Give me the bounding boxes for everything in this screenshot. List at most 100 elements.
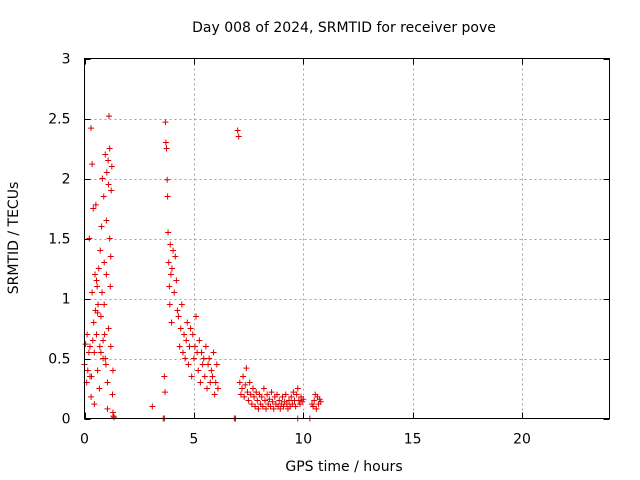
data-point (295, 397, 302, 404)
data-point (264, 391, 271, 398)
data-point (108, 163, 115, 170)
data-point (164, 176, 171, 183)
data-point (246, 379, 253, 386)
data-point (98, 223, 105, 230)
data-point (101, 301, 108, 308)
data-point (88, 393, 95, 400)
data-point (170, 247, 177, 254)
data-point (162, 119, 169, 126)
data-point (167, 271, 174, 278)
data-point (92, 271, 98, 278)
data-point (84, 367, 91, 374)
data-point (84, 331, 91, 338)
data-point (85, 349, 92, 356)
x-tick-label: 15 (404, 432, 422, 448)
data-point (105, 325, 112, 332)
data-point (260, 385, 267, 392)
data-point (237, 391, 244, 398)
data-point (95, 301, 102, 308)
data-point (91, 401, 98, 408)
data-point (167, 241, 174, 248)
data-point (244, 389, 251, 396)
data-point (102, 151, 109, 158)
data-point (214, 385, 221, 392)
x-tick-label: 5 (189, 432, 198, 448)
data-point (169, 265, 175, 272)
y-tick-label: 3 (62, 52, 71, 68)
data-point (209, 373, 216, 380)
data-point (162, 139, 169, 146)
data-point (96, 343, 103, 350)
data-point (274, 391, 280, 398)
data-point (107, 253, 114, 260)
data-point (95, 265, 102, 272)
data-point (198, 349, 205, 356)
data-point (187, 325, 194, 332)
data-point (290, 389, 297, 396)
y-ticks: 0 0.5 1 1.5 2 2.5 3 (48, 52, 610, 428)
data-point (199, 361, 206, 368)
chart-title: Day 008 of 2024, SRMTID for receiver pov… (192, 20, 496, 36)
grid (84, 58, 610, 419)
data-point (213, 361, 220, 368)
y-tick-label: 0.5 (48, 352, 70, 368)
data-point (258, 393, 265, 400)
data-point (292, 403, 299, 410)
data-point (88, 125, 95, 132)
data-point (277, 405, 284, 412)
data-point (252, 403, 259, 410)
data-point (103, 271, 110, 278)
data-point (90, 319, 97, 326)
data-point (105, 181, 112, 188)
data-point (99, 289, 105, 296)
data-point (248, 401, 255, 408)
data-point (188, 373, 195, 380)
data-point (91, 349, 98, 356)
data-point (86, 235, 93, 242)
data-point (101, 331, 108, 338)
data-point (195, 367, 202, 374)
data-point (86, 373, 93, 380)
data-point (100, 337, 107, 344)
data-point (311, 397, 318, 404)
data-point (106, 235, 113, 242)
y-tick-label: 2 (62, 172, 71, 188)
data-point (210, 349, 217, 356)
data-point (105, 157, 112, 164)
data-point (92, 201, 99, 208)
data-point (102, 355, 109, 362)
data-point (107, 343, 114, 350)
data-point (178, 301, 185, 308)
data-point (206, 355, 213, 362)
data-point (283, 401, 290, 408)
data-point (182, 355, 189, 362)
data-point (104, 379, 111, 386)
data-point (94, 283, 101, 290)
data-point (207, 379, 214, 386)
data-point (111, 414, 118, 421)
data-point (165, 259, 172, 266)
data-point (266, 396, 273, 403)
data-point (107, 283, 114, 290)
data-point (249, 385, 256, 392)
data-point (97, 247, 104, 254)
data-point (268, 389, 275, 396)
data-point (175, 313, 182, 320)
plot-frame (84, 58, 610, 419)
data-point (234, 127, 241, 134)
data-point (108, 187, 115, 194)
y-tick-label: 0 (62, 412, 71, 428)
data-point (247, 391, 254, 398)
data-point (94, 309, 101, 316)
y-tick-label: 2.5 (48, 112, 70, 128)
data-point (261, 397, 268, 404)
data-point (89, 337, 96, 344)
data-point (165, 229, 172, 236)
data-point (103, 217, 110, 224)
data-point (235, 133, 242, 140)
data-point (82, 341, 89, 348)
data-point (240, 373, 247, 380)
data-points (81, 113, 324, 422)
data-point (243, 365, 250, 372)
